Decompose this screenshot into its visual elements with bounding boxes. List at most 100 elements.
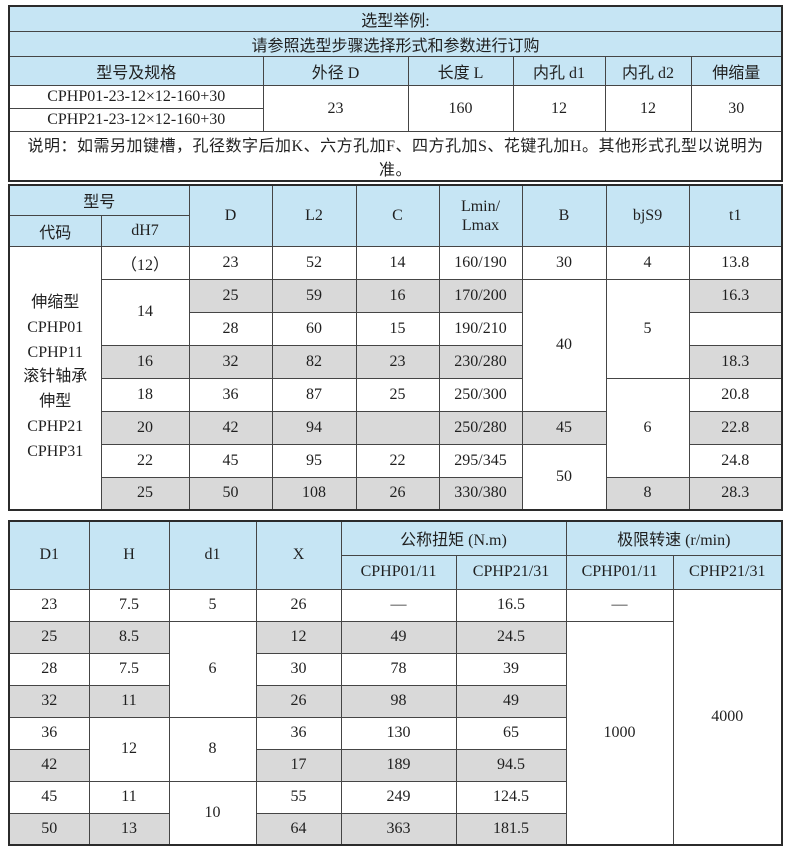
cell-h: 12: [88, 716, 170, 782]
cell-torque-01: —: [340, 588, 457, 622]
table-row: 36 12 8 36 130 65: [8, 716, 782, 782]
cell-t1: 16.3: [688, 278, 783, 313]
cell-d1: 45: [8, 780, 90, 814]
cell-lminmax: 190/210: [438, 311, 523, 346]
selection-example-table: 选型举例: 请参照选型步骤选择形式和参数进行订购 型号及规格 外径 D 长度 L…: [8, 5, 783, 182]
cell-x: 26: [255, 588, 342, 622]
subheader-torque-cphp21: CPHP21/31: [455, 554, 567, 590]
cell-x: 17: [255, 748, 342, 782]
cell-small-d1: 5: [168, 588, 257, 622]
cell-l2: 82: [271, 344, 357, 379]
cell-small-d1: 6: [168, 620, 257, 718]
cell-dh7: 20: [100, 410, 190, 445]
table-row: CPHP01-23-12×12-160+30 23 160 12 12 30: [8, 85, 783, 132]
cell-b: 30: [521, 245, 607, 280]
cell-b: 40: [521, 278, 607, 412]
table-row: 25 50 108 26 330/380 8 28.3: [9, 476, 783, 511]
table-row: 14 25 59 16 170/200 40 5 16.3: [9, 278, 783, 412]
value-bore-d1: 12: [512, 85, 606, 132]
cell-h: 7.5: [88, 652, 170, 686]
cell-lminmax: 295/345: [438, 443, 523, 478]
cell-torque-01: 49: [340, 620, 457, 654]
cell-t1: 18.3: [688, 344, 783, 379]
table-row: 28 7.5 30 78 39: [8, 652, 782, 686]
cell-l2: 95: [271, 443, 357, 478]
table-row: 25 8.5 6 12 49 24.5 1000: [8, 620, 782, 846]
table-row: 16 32 82 23 230/280 18.3: [9, 344, 783, 379]
header-t1: t1: [688, 184, 783, 247]
value-length: 160: [407, 85, 514, 132]
col-header-outer-d: 外径 D: [262, 56, 409, 86]
col-header-model-spec: 型号及规格: [8, 56, 264, 86]
cell-h: 7.5: [88, 588, 170, 622]
col-header-bore-d1: 内孔 d1: [512, 56, 606, 86]
cell-t1: [688, 311, 783, 346]
header-speed-group: 极限转速 (r/min): [565, 520, 783, 556]
header-c: C: [355, 184, 440, 247]
cell-l2: 60: [271, 311, 357, 346]
cell-dh7: 25: [100, 476, 190, 511]
table-header-row: 代码 dH7: [8, 214, 782, 247]
cell-t1: 20.8: [688, 377, 783, 412]
subheader-torque-cphp01: CPHP01/11: [340, 554, 457, 590]
cell-c: 16: [355, 278, 440, 313]
col-header-length-l: 长度 L: [407, 56, 514, 86]
cell-d1: 42: [8, 748, 90, 782]
cell-torque-21: 49: [455, 684, 567, 718]
cell-t1: 22.8: [688, 410, 783, 445]
cell-x: 55: [255, 780, 342, 814]
cell-d: 23: [188, 245, 273, 280]
model-cell: CPHP21-23-12×12-160+30: [8, 108, 264, 132]
cell-l2: 52: [271, 245, 357, 280]
table-row: 伸缩型 CPHP01 CPHP11 滚针轴承 伸型 CPHP21 CPHP31 …: [8, 245, 783, 511]
cell-dh7: 18: [100, 377, 190, 412]
cell-d: 45: [188, 443, 273, 478]
title-cell: 选型举例:: [8, 5, 783, 32]
header-model-group: 型号: [8, 184, 190, 216]
header-x: X: [255, 520, 342, 590]
cell-l2: 87: [271, 377, 357, 412]
cell-small-d1: 8: [168, 716, 257, 782]
cell-torque-21: 39: [455, 652, 567, 686]
table-row: 32 11 26 98 49: [8, 684, 782, 718]
header-dh7: dH7: [100, 214, 190, 247]
cell-h: 11: [88, 684, 170, 718]
table-header-row: 型号及规格 外径 D 长度 L 内孔 d1 内孔 d2 伸缩量: [8, 56, 783, 86]
cell-t1: 28.3: [688, 476, 783, 511]
cell-lminmax: 250/280: [438, 410, 523, 445]
table-row: 45 11 10 55 249 124.5: [8, 780, 782, 846]
cell-torque-01: 249: [340, 780, 457, 814]
cell-c: 22: [355, 443, 440, 478]
table-row: 28 60 15 190/210: [9, 311, 783, 346]
cell-dh7: 14: [100, 278, 190, 346]
header-d1: D1: [8, 520, 90, 590]
cell-l2: 94: [271, 410, 357, 445]
table-row: 50 13 64 363 181.5: [8, 812, 782, 846]
cell-l2: 59: [271, 278, 357, 313]
value-outer-d: 23: [262, 85, 409, 132]
subheader-speed-cphp21: CPHP21/31: [672, 554, 783, 590]
cell-torque-21: 65: [455, 716, 567, 750]
cell-dh7: 16: [100, 344, 190, 379]
note-cell: 说明：如需另加键槽，孔径数字后加K、六方孔加F、四方孔加S、花键孔加H。其他形式…: [8, 131, 783, 182]
table-row: 22 45 95 22 295/345 50 24.8: [9, 443, 783, 511]
table-row: 说明：如需另加键槽，孔径数字后加K、六方孔加F、四方孔加S、花键孔加H。其他形式…: [8, 131, 783, 182]
cell-h: 8.5: [88, 620, 170, 654]
cell-t1: 24.8: [688, 443, 783, 478]
cell-d: 32: [188, 344, 273, 379]
cell-torque-21: 124.5: [455, 780, 567, 814]
header-h: H: [88, 520, 170, 590]
cell-d: 36: [188, 377, 273, 412]
cell-small-d1: 10: [168, 780, 257, 846]
cell-lminmax: 170/200: [438, 278, 523, 313]
cell-l2: 108: [271, 476, 357, 511]
cell-c: 25: [355, 377, 440, 412]
cell-h: 13: [88, 812, 170, 846]
cell-torque-21: 24.5: [455, 620, 567, 654]
cell-torque-01: 130: [340, 716, 457, 750]
cell-torque-21: 94.5: [455, 748, 567, 782]
cell-dh7: （12）: [100, 245, 190, 280]
header-torque-group: 公称扭矩 (N.m): [340, 520, 567, 556]
col-header-extension: 伸缩量: [690, 56, 783, 86]
cell-d: 50: [188, 476, 273, 511]
